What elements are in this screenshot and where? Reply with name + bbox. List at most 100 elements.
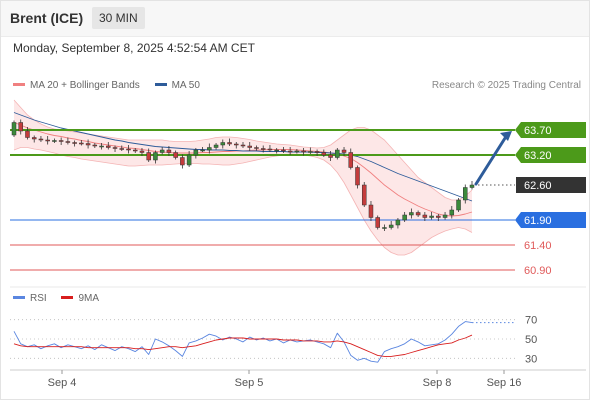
candle-down bbox=[348, 152, 354, 168]
candle-down bbox=[79, 142, 84, 145]
candle-down bbox=[38, 138, 44, 141]
support-label: 60.90 bbox=[524, 265, 552, 277]
candle-down bbox=[65, 141, 71, 143]
x-tick-label: Sep 16 bbox=[487, 377, 522, 389]
legend-rsi: RSI bbox=[13, 293, 47, 304]
candle-up bbox=[335, 149, 340, 158]
forecast-arrow-shaft bbox=[474, 133, 509, 186]
candle-up bbox=[456, 199, 461, 211]
x-tick-label: Sep 5 bbox=[235, 377, 264, 389]
rsi-swatch bbox=[13, 295, 25, 299]
candle-down bbox=[173, 152, 178, 158]
candle-down bbox=[45, 139, 50, 142]
candle-up bbox=[388, 224, 394, 228]
candle-down bbox=[240, 144, 246, 147]
candle-down bbox=[247, 145, 252, 148]
candle-up bbox=[213, 144, 219, 148]
candle-up bbox=[11, 122, 17, 136]
candle-down bbox=[180, 157, 185, 166]
candle-down bbox=[139, 150, 145, 153]
candle-up bbox=[159, 149, 165, 153]
candle-down bbox=[227, 142, 232, 145]
candle-down bbox=[321, 152, 327, 156]
price-legend: MA 20 + Bollinger Bands MA 50 bbox=[13, 80, 212, 91]
rsi-tick-label: 70 bbox=[525, 315, 537, 327]
candle-up bbox=[442, 214, 448, 218]
candle-up bbox=[52, 140, 57, 142]
candle-up bbox=[193, 149, 199, 156]
candle-down bbox=[31, 137, 37, 140]
candle-down bbox=[119, 148, 125, 150]
candle-up bbox=[308, 151, 313, 153]
support-label: 61.40 bbox=[524, 240, 552, 252]
candle-up bbox=[274, 149, 279, 152]
candle-down bbox=[361, 184, 367, 206]
interval-selector[interactable]: 30 MIN bbox=[92, 7, 145, 29]
legend-rsi-ma: 9MA bbox=[61, 293, 99, 304]
candle-down bbox=[314, 151, 320, 153]
candle-down bbox=[112, 147, 118, 149]
candle-up bbox=[469, 184, 475, 188]
candle-up bbox=[382, 227, 387, 229]
candle-down bbox=[92, 144, 98, 147]
ma50-swatch bbox=[154, 82, 167, 86]
candle-down bbox=[301, 150, 306, 153]
current-price-tag bbox=[516, 177, 586, 193]
candle-down bbox=[415, 212, 421, 216]
candle-down bbox=[132, 149, 138, 152]
candle-up bbox=[402, 214, 407, 221]
rsi-tick-label: 50 bbox=[525, 334, 537, 346]
candle-down bbox=[146, 152, 151, 161]
candle-down bbox=[436, 215, 441, 218]
rsi-series-rsi bbox=[13, 321, 473, 363]
resistance-label: 63.20 bbox=[524, 150, 552, 162]
candle-up bbox=[200, 149, 205, 152]
candle-down bbox=[126, 148, 131, 151]
bollinger-lower-line bbox=[13, 147, 473, 256]
candle-down bbox=[18, 122, 23, 132]
candle-down bbox=[368, 204, 374, 218]
candle-up bbox=[294, 150, 300, 153]
rsi-series-9ma bbox=[13, 334, 473, 357]
timestamp: Monday, September 8, 2025 4:52:54 AM CET bbox=[13, 41, 255, 55]
candle-up bbox=[409, 212, 414, 216]
candle-down bbox=[234, 143, 239, 146]
candle-down bbox=[166, 149, 172, 153]
rsi-tick-label: 30 bbox=[525, 353, 537, 365]
candle-down bbox=[106, 145, 111, 148]
bollinger-band-fill bbox=[14, 100, 472, 255]
candle-down bbox=[281, 149, 286, 152]
legend-bollinger: MA 20 + Bollinger Bands bbox=[13, 80, 140, 91]
resistance-label: 63.70 bbox=[524, 125, 552, 137]
resistance-tag bbox=[515, 122, 586, 138]
legend-ma50: MA 50 bbox=[154, 80, 200, 91]
candle-down bbox=[267, 148, 273, 151]
candle-down bbox=[25, 130, 30, 138]
pivot-label: 61.90 bbox=[524, 215, 552, 227]
instrument-title: Brent (ICE) bbox=[10, 10, 84, 26]
candle-down bbox=[328, 154, 333, 158]
resistance-tag bbox=[515, 147, 586, 163]
ma50-line bbox=[13, 112, 473, 202]
candle-up bbox=[429, 215, 434, 218]
candle-down bbox=[85, 143, 91, 146]
candle-down bbox=[341, 149, 347, 153]
candle-down bbox=[254, 147, 259, 149]
candle-down bbox=[375, 217, 380, 228]
candle-up bbox=[463, 187, 468, 201]
legend-bollinger-label: MA 20 + Bollinger Bands bbox=[30, 80, 140, 91]
legend-ma50-label: MA 50 bbox=[171, 80, 200, 91]
candle-up bbox=[395, 219, 401, 226]
candle-down bbox=[422, 214, 428, 218]
candle-up bbox=[99, 145, 104, 148]
rsi-legend: RSI 9MA bbox=[13, 293, 111, 304]
candle-down bbox=[287, 150, 293, 153]
candle-up bbox=[186, 154, 192, 166]
candle-down bbox=[260, 148, 266, 150]
forecast-arrow-head bbox=[500, 131, 512, 141]
candle-down bbox=[355, 167, 360, 186]
candle-up bbox=[207, 147, 212, 151]
candle-up bbox=[153, 152, 158, 161]
